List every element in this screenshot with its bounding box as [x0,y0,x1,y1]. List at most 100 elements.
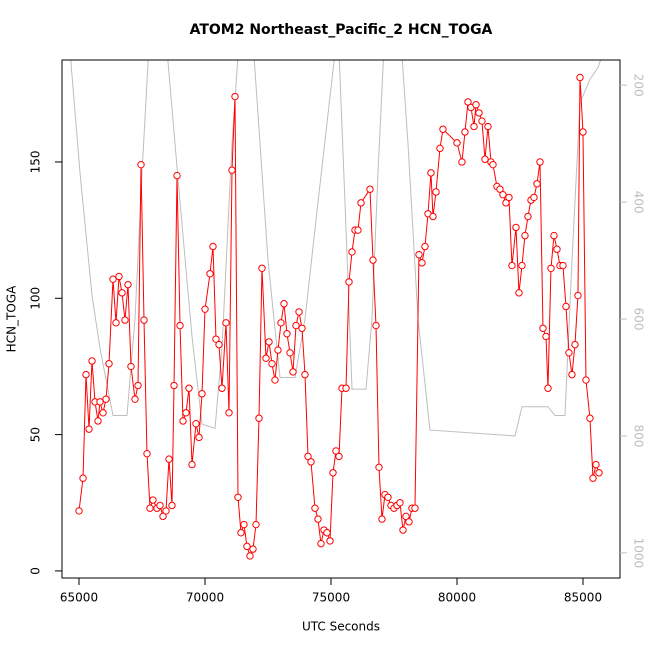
data-point [595,469,603,477]
data-point [102,395,110,403]
data-point [418,259,426,267]
data-point [206,270,214,278]
data-point [255,414,263,422]
data-point [274,346,282,354]
data-point [348,248,356,256]
data-point [258,264,266,272]
data-point [118,289,126,297]
data-point [405,518,413,526]
data-point [332,447,340,455]
plot-area [70,60,603,560]
data-point [94,417,102,425]
data-point [326,537,334,545]
data-point [85,425,93,433]
data-point [354,226,362,234]
data-point [396,499,404,507]
data-point [185,384,193,392]
data-point [586,414,594,422]
data-point [165,455,173,463]
data-point [124,280,132,289]
data-point [134,381,142,390]
data-point [170,381,178,390]
data-point [375,463,383,472]
x-tick-label: 85000 [564,591,602,605]
data-point [314,515,322,523]
data-point [411,504,419,512]
series-line [70,60,602,437]
data-point [478,117,486,125]
data-point [82,370,90,379]
data-point [99,409,107,417]
data-point [209,242,217,251]
data-point [96,398,104,406]
data-point [582,376,590,384]
data-point [481,155,489,163]
data-point [436,144,444,153]
y2-tick-label: 1000 [632,538,646,569]
data-point [192,419,200,428]
data-point [131,395,139,403]
x-tick-label: 75000 [312,591,350,605]
data-point [265,338,273,346]
y-tick-label: 150 [29,151,43,174]
data-point [252,520,260,529]
data-point [470,122,478,131]
data-point [168,501,176,510]
data-point [502,199,510,207]
data-point [231,92,239,101]
data-point [182,409,190,417]
data-point [553,245,561,253]
data-point [280,300,288,308]
data-point [378,515,386,523]
data-point [283,330,291,338]
data-point [432,188,440,196]
data-point [559,261,567,270]
data-point [262,354,270,362]
data-point [539,324,547,332]
data-point [301,370,309,379]
data-point [176,321,184,330]
y2-tick-label: 200 [632,74,646,97]
data-point [524,212,532,221]
data-point [399,526,407,534]
data-point [518,261,526,270]
data-point [109,275,117,283]
data-point [402,512,410,521]
data-point [439,125,447,133]
data-point [88,357,96,365]
y-axis-label: HCN_TOGA [5,285,19,352]
data-point [140,316,148,324]
data-point [79,474,87,482]
data-point [179,417,187,425]
data-point [234,493,242,502]
data-point [421,242,429,251]
data-point [268,360,276,368]
data-point [201,305,209,313]
data-point [345,278,353,286]
data-point [188,460,196,469]
data-point [311,504,319,512]
data-point [292,321,300,330]
data-point [329,469,337,477]
data-point [384,493,392,502]
data-point [472,101,480,109]
data-point [496,185,504,193]
data-point [121,316,129,324]
data-point [218,384,226,392]
data-point [544,384,552,392]
data-point [112,319,120,327]
data-point [212,335,220,343]
data-point [298,324,306,332]
x-tick-label: 70000 [186,591,224,605]
data-point [521,231,529,240]
data-point [475,109,483,117]
data-point [415,250,423,259]
data-point [536,158,544,166]
chart-title: ATOM2 Northeast_Pacific_2 HCN_TOGA [190,22,493,38]
data-point [515,289,523,297]
data-point [576,73,584,82]
y2-tick-label: 800 [632,424,646,447]
